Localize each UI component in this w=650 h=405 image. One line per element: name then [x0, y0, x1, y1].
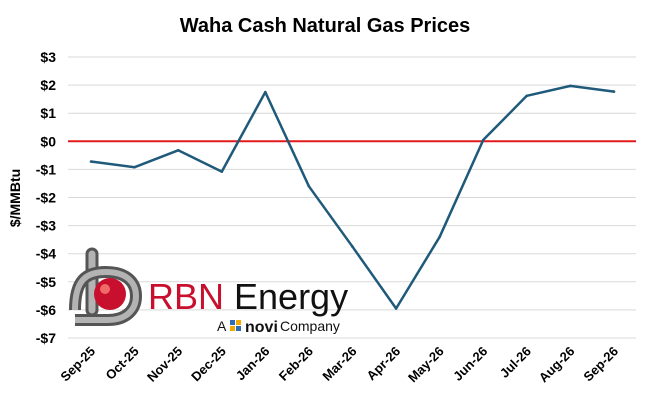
- x-tick-label: Sep-26: [580, 344, 621, 385]
- x-tick-label: Jun-26: [450, 344, 490, 384]
- x-tick-label: Jan-26: [233, 344, 273, 384]
- y-tick-label: $0: [40, 133, 56, 149]
- y-axis-ticks: $3 $2 $1 $0 -$1 -$2 -$3 -$4 -$5 -$6 -$7: [36, 49, 56, 346]
- logo-wordmark: RBN Energy: [148, 276, 348, 317]
- y-tick-label: -$1: [36, 161, 56, 177]
- y-tick-label: -$6: [36, 302, 56, 318]
- x-tick-label: Oct-25: [102, 344, 141, 383]
- data-point-Jun-26: [481, 138, 485, 142]
- grid-lines: [68, 56, 636, 339]
- y-tick-label: $1: [40, 105, 56, 121]
- y-tick-label: -$5: [36, 274, 56, 290]
- rbn-energy-logo: RBN Energy A novi Company: [69, 247, 348, 336]
- x-tick-label: Feb-26: [276, 344, 316, 384]
- series-points: [89, 84, 616, 310]
- x-tick-label: Nov-25: [144, 344, 185, 385]
- x-axis-ticks: Sep-25 Oct-25 Nov-25 Dec-25 Jan-26 Feb-26 Mar-…: [57, 344, 621, 386]
- data-point-Oct-25: [133, 165, 136, 169]
- data-point-May-26: [438, 235, 441, 239]
- data-point-Mar-26: [351, 245, 354, 248]
- chart-title: Waha Cash Natural Gas Prices: [180, 15, 471, 37]
- y-tick-label: -$3: [36, 218, 56, 234]
- data-point-Jul-26: [525, 94, 529, 98]
- data-point-Feb-26: [307, 184, 311, 188]
- data-point-Jan-26: [264, 90, 267, 94]
- logo-tagline-prefix: A: [217, 318, 227, 334]
- data-point-Nov-25: [176, 148, 180, 152]
- x-tick-label: Sep-25: [57, 344, 98, 385]
- data-point-Apr-26: [394, 307, 398, 310]
- y-tick-label: $2: [40, 77, 56, 93]
- data-point-Sep-25: [89, 160, 93, 163]
- y-tick-label: -$7: [36, 330, 56, 346]
- logo-tagline-novi: novi: [245, 319, 278, 336]
- x-tick-label: May-26: [405, 344, 447, 386]
- logo-tagline-company: Company: [280, 318, 340, 334]
- x-tick-label: Mar-26: [319, 344, 359, 384]
- x-tick-label: Jul-26: [497, 344, 534, 381]
- y-tick-label: -$4: [36, 246, 56, 262]
- data-point-Sep-26: [612, 90, 616, 93]
- rbn-pipe-icon: [69, 247, 143, 326]
- x-tick-label: Aug-26: [536, 344, 578, 386]
- data-point-Aug-26: [569, 84, 572, 88]
- x-tick-label: Apr-26: [363, 344, 403, 384]
- logo-wordmark-rbn: RBN: [148, 276, 224, 317]
- y-tick-label: $3: [40, 49, 56, 65]
- logo-tagline: A novi Company: [217, 318, 340, 336]
- y-tick-label: -$2: [36, 190, 56, 206]
- y-axis-label: $/MMBtu: [7, 169, 23, 227]
- x-tick-label: Dec-25: [188, 344, 229, 385]
- novi-icon: [230, 320, 241, 331]
- data-point-Dec-25: [220, 170, 224, 173]
- logo-wordmark-energy: Energy: [224, 276, 348, 317]
